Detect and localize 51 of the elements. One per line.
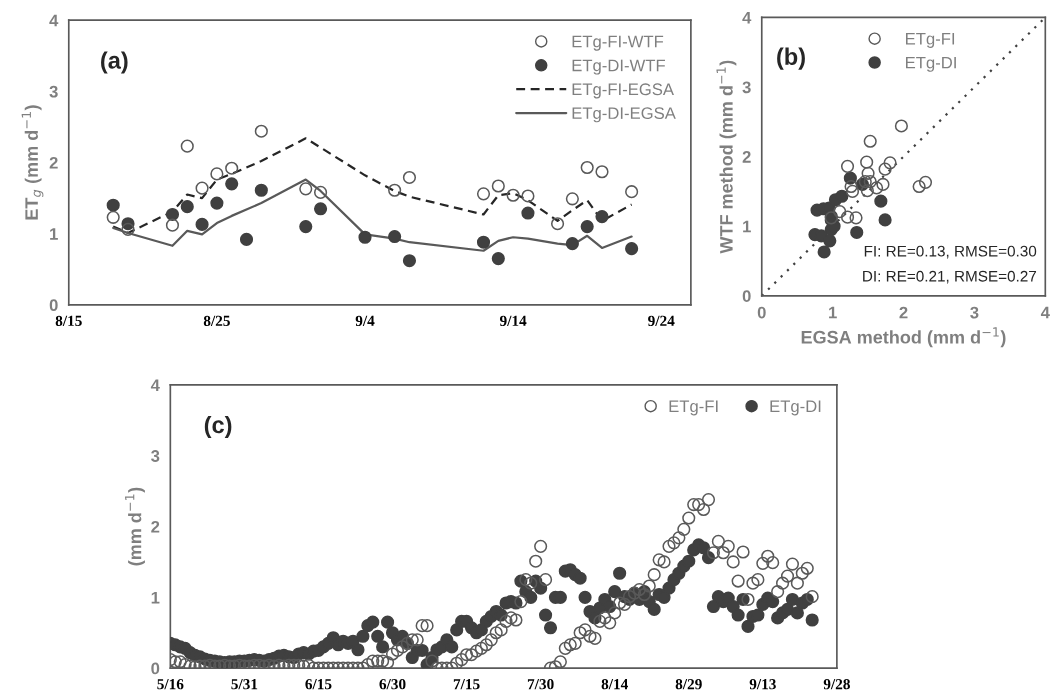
legend-label: ETg-DI xyxy=(770,400,821,416)
x-tick-label: 8/25 xyxy=(203,315,230,327)
y-tick-label: 2 xyxy=(49,156,58,169)
legend-label: ETg-FI-WTF xyxy=(572,35,664,51)
y-tick-label: 3 xyxy=(49,85,58,98)
x-tick-label: 7/15 xyxy=(453,679,480,690)
x-tick-label: 0 xyxy=(757,306,766,319)
legend-label: ETg-FI xyxy=(906,33,955,48)
x-tick-label: 9/24 xyxy=(648,315,675,327)
x-tick-label: 5/16 xyxy=(157,679,184,690)
y-tick-label: 1 xyxy=(743,220,751,233)
y-tick-label: 4 xyxy=(49,14,59,27)
text: (c) xyxy=(204,415,232,438)
y-axis-title: WTF method (mm d$^{−1}$) xyxy=(716,60,737,254)
x-tick-label: 8/29 xyxy=(675,679,702,690)
legend-label: ETg-DI-WTF xyxy=(572,59,665,75)
annotation: DI: RE=0.21, RMSE=0.27 xyxy=(863,270,1037,284)
y-tick-label: 4 xyxy=(150,379,160,391)
x-tick-label: 9/13 xyxy=(749,679,776,690)
y-tick-label: 0 xyxy=(742,290,751,302)
x-tick-label: 8/14 xyxy=(601,679,628,690)
x-tick-label: 6/15 xyxy=(305,679,332,690)
y-tick-label: 3 xyxy=(742,81,751,94)
y-axis-title: (mm d$^{−1}$) xyxy=(125,487,145,566)
x-tick-label: 2 xyxy=(899,306,908,319)
x-tick-label: 5/31 xyxy=(231,679,258,690)
y-tick-label: 2 xyxy=(151,520,160,533)
y-axis-title: ET$_{g}$ (mm d$^{−1}$) xyxy=(21,105,44,220)
x-tick-label: 6/30 xyxy=(379,679,406,690)
legend-label: ETg-DI xyxy=(906,56,956,72)
annotation: FI: RE=0.13, RMSE=0.30 xyxy=(864,245,1037,259)
x-tick-label: 9/28 xyxy=(823,679,850,690)
x-tick-label: 7/30 xyxy=(527,679,554,690)
y-tick-label: 1 xyxy=(151,591,160,604)
x-tick-label: 4 xyxy=(1040,306,1050,319)
legend-label: ETg-FI-EGSA xyxy=(572,83,674,99)
x-tick-label: 1 xyxy=(829,306,837,319)
x-tick-label: 9/14 xyxy=(499,315,527,327)
y-tick-label: 3 xyxy=(151,450,160,462)
y-tick-label: 1 xyxy=(50,228,58,240)
x-tick-label: 3 xyxy=(970,306,979,319)
y-tick-label: 2 xyxy=(742,151,751,163)
y-tick-label: 0 xyxy=(151,662,160,675)
legend-label: ETg-FI xyxy=(669,400,718,416)
x-tick-label: 9/4 xyxy=(355,315,375,327)
x-axis-title: EGSA method (mm d$^{−1}$) xyxy=(801,327,1006,348)
text: (a) xyxy=(101,51,128,74)
x-tick-label: 8/15 xyxy=(55,315,82,327)
legend-label: ETg-DI-EGSA xyxy=(572,107,676,123)
text: (b) xyxy=(777,47,805,70)
y-tick-label: 4 xyxy=(742,11,752,24)
